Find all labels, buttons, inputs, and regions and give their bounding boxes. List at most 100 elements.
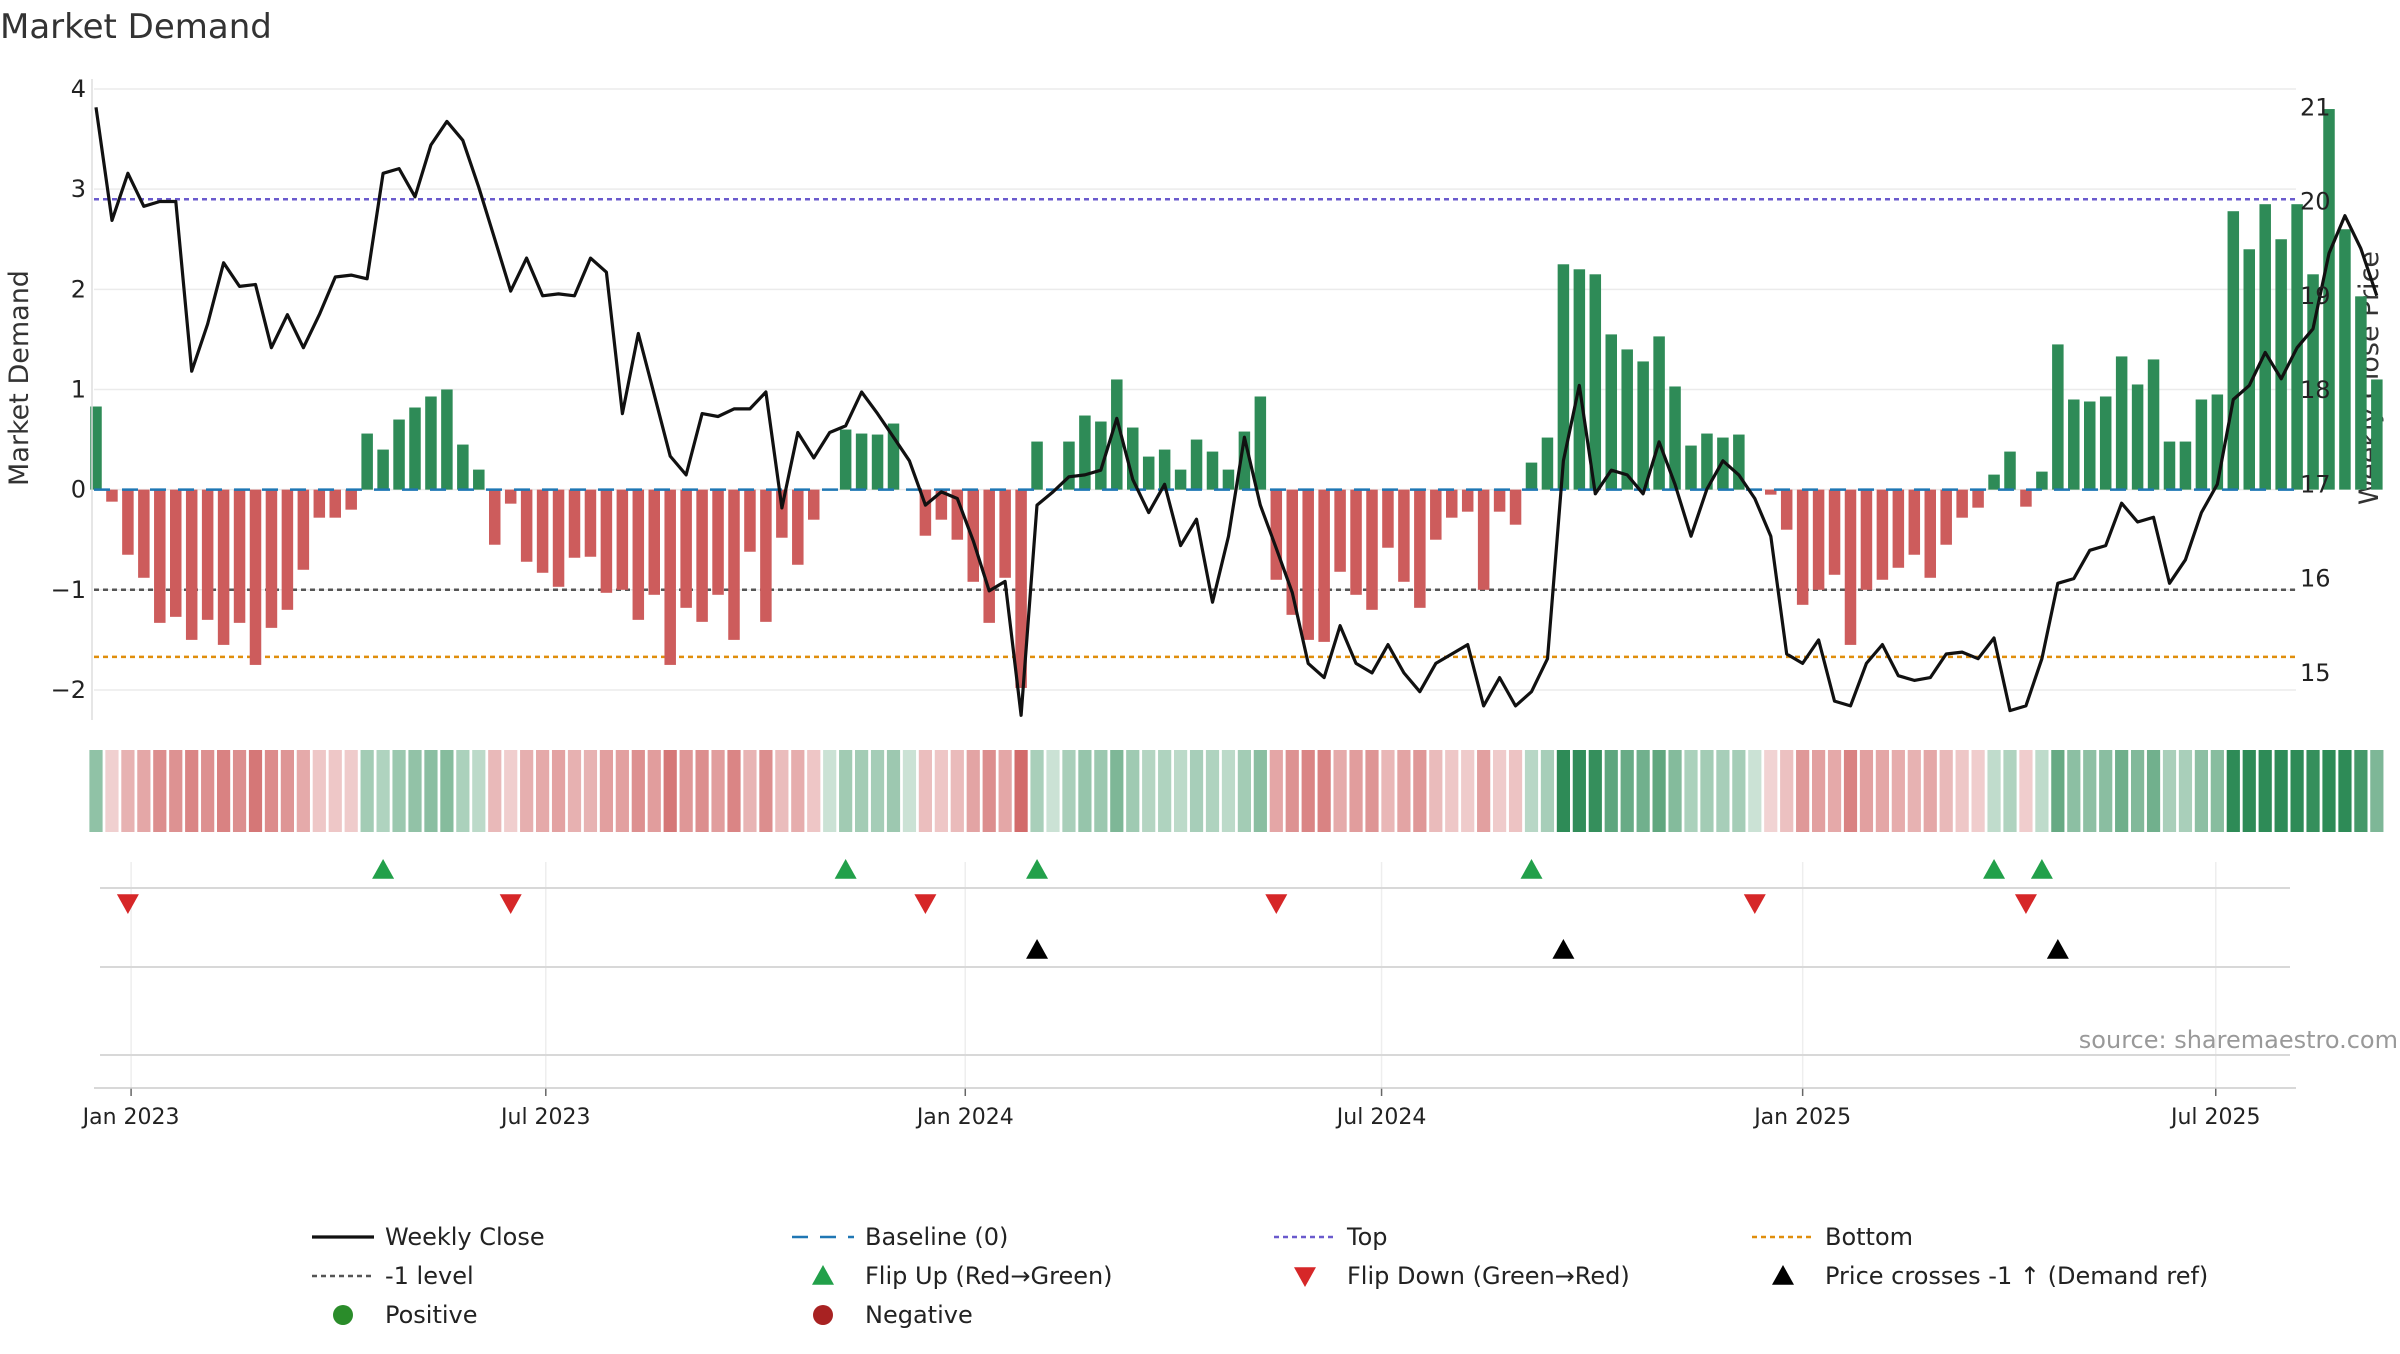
demand-bar: [1334, 489, 1346, 572]
strip-cell: [2338, 750, 2352, 832]
strip-cell: [1301, 750, 1315, 832]
demand-bar: [1780, 489, 1793, 530]
demand-bar: [520, 489, 533, 562]
flip-up-marker: [1983, 859, 2006, 879]
demand-bar: [2259, 204, 2271, 490]
strip-cell: [1317, 750, 1331, 832]
demand-bar: [584, 489, 597, 557]
legend-item: Flip Down (Green→Red): [1294, 1262, 1630, 1290]
strip-cell: [1907, 750, 1921, 832]
strip-cell: [966, 750, 980, 832]
strip-cell: [392, 750, 406, 832]
strip-cell: [280, 750, 294, 832]
demand-bar: [983, 489, 995, 623]
demand-bar: [744, 489, 756, 552]
strip-cell: [1827, 750, 1842, 832]
strip-cell: [870, 750, 885, 832]
strip-cell: [2099, 750, 2113, 832]
strip-cell: [1365, 750, 1379, 832]
strip-cell: [328, 750, 342, 832]
flip-down-marker: [1743, 894, 1766, 914]
strip-cell: [1955, 750, 1969, 832]
demand-bar: [2179, 441, 2192, 490]
y-right-tick-label: 19: [2300, 282, 2331, 310]
price-cross-marker: [1552, 939, 1575, 959]
demand-strip: [89, 750, 2384, 832]
strip-cell: [791, 750, 805, 832]
demand-bar: [1382, 489, 1394, 548]
x-tick-label: Jan 2024: [915, 1105, 1014, 1130]
strip-cell: [1269, 750, 1283, 832]
strip-cell: [2019, 750, 2033, 832]
demand-bar: [138, 489, 150, 578]
demand-bar: [393, 419, 405, 490]
demand-bar: [664, 489, 676, 665]
demand-bar: [1701, 433, 1713, 490]
demand-bar: [2211, 394, 2224, 490]
demand-bar: [170, 489, 182, 617]
legend-item: Negative: [813, 1301, 973, 1329]
demand-bar: [122, 489, 134, 555]
demand-bar: [999, 489, 1011, 578]
demand-bar: [1637, 361, 1649, 490]
demand-bar: [265, 489, 278, 628]
strip-cell: [2051, 750, 2065, 832]
y-right-tick-label: 21: [2300, 93, 2331, 121]
strip-cell: [2067, 750, 2081, 832]
strip-cell: [1397, 750, 1411, 832]
demand-bar: [919, 489, 932, 536]
legend-label: Negative: [865, 1301, 973, 1329]
demand-bar: [2355, 296, 2367, 490]
strip-cell: [759, 750, 773, 832]
flip-up-marker: [1026, 859, 1049, 879]
demand-bar: [2339, 229, 2351, 490]
demand-bars: [90, 109, 2383, 688]
strip-cell: [2146, 750, 2161, 832]
demand-bar: [1669, 386, 1681, 490]
strip-cell: [1764, 750, 1778, 832]
strip-cell: [743, 750, 757, 832]
demand-bar: [489, 489, 501, 545]
demand-bar: [409, 407, 421, 490]
legend-item: Top: [1274, 1223, 1388, 1251]
demand-bar: [1844, 489, 1857, 645]
demand-bar: [1254, 396, 1267, 490]
demand-bar: [441, 389, 453, 490]
flip-down-marker: [2014, 894, 2037, 914]
strip-cell: [1971, 750, 1985, 832]
strip-cell: [232, 750, 247, 832]
flip-down-marker: [1265, 894, 1288, 914]
demand-bar: [1956, 489, 1968, 518]
demand-bar: [1765, 489, 1777, 495]
x-tick-label: Jul 2025: [2169, 1105, 2261, 1130]
strip-cell: [248, 750, 263, 832]
demand-bar: [1940, 489, 1952, 545]
demand-bar: [2147, 359, 2160, 490]
y-left-tick-label: −1: [51, 576, 86, 604]
reference-lines: [94, 197, 2296, 659]
signal-panels: [100, 859, 2290, 1056]
demand-bar: [2115, 356, 2128, 490]
demand-bar: [185, 489, 198, 640]
flip-down-marker: [116, 894, 139, 914]
legend-label: Price crosses -1 ↑ (Demand ref): [1825, 1262, 2208, 1290]
strip-cell: [1046, 750, 1060, 832]
legend-label: Baseline (0): [865, 1223, 1008, 1251]
flip-up-marker: [2030, 859, 2053, 879]
y-left-tick-label: 0: [71, 476, 86, 504]
strip-cell: [1333, 750, 1347, 832]
strip-cell: [823, 750, 837, 832]
demand-bar: [1174, 469, 1187, 490]
strip-cell: [1636, 750, 1650, 832]
demand-bar: [1398, 489, 1410, 582]
demand-bar: [2036, 471, 2048, 490]
flip-up-marker: [1520, 859, 1543, 879]
strip-cell: [488, 750, 502, 832]
demand-bar: [808, 489, 820, 520]
demand-bar: [1142, 456, 1155, 490]
strip-cell: [998, 750, 1012, 832]
demand-bar: [1621, 349, 1633, 490]
demand-bar: [2307, 274, 2319, 490]
demand-bar: [1350, 489, 1362, 595]
